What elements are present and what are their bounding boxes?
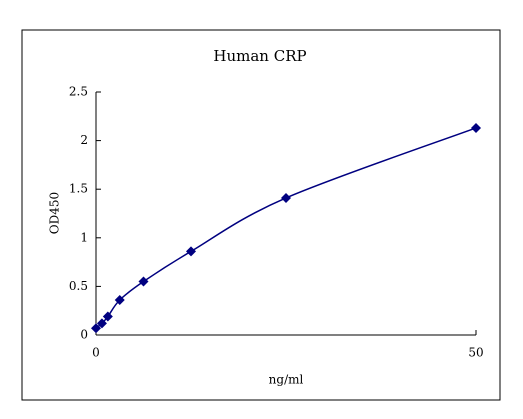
y-tick-label: 1 (80, 230, 88, 244)
y-tick-label: 0.5 (69, 279, 88, 293)
data-point (114, 295, 125, 306)
y-tick-label: 2.5 (69, 85, 88, 99)
x-tick-label: 0 (92, 346, 100, 360)
chart-frame (21, 29, 501, 401)
data-point (96, 318, 107, 329)
data-point (138, 276, 149, 287)
data-point (91, 323, 101, 334)
y-tick-label: 0 (80, 328, 88, 342)
y-tick-label: 1.5 (69, 182, 88, 196)
data-point (186, 246, 196, 257)
y-axis-label: OD450 (48, 192, 62, 234)
data-point (102, 311, 113, 322)
y-tick-label: 2 (80, 133, 88, 147)
x-axis-label: ng/ml (269, 373, 304, 387)
chart-title: Human CRP (213, 47, 306, 65)
data-point (471, 122, 481, 133)
x-tick-label: 50 (468, 346, 483, 360)
data-point (281, 192, 291, 203)
